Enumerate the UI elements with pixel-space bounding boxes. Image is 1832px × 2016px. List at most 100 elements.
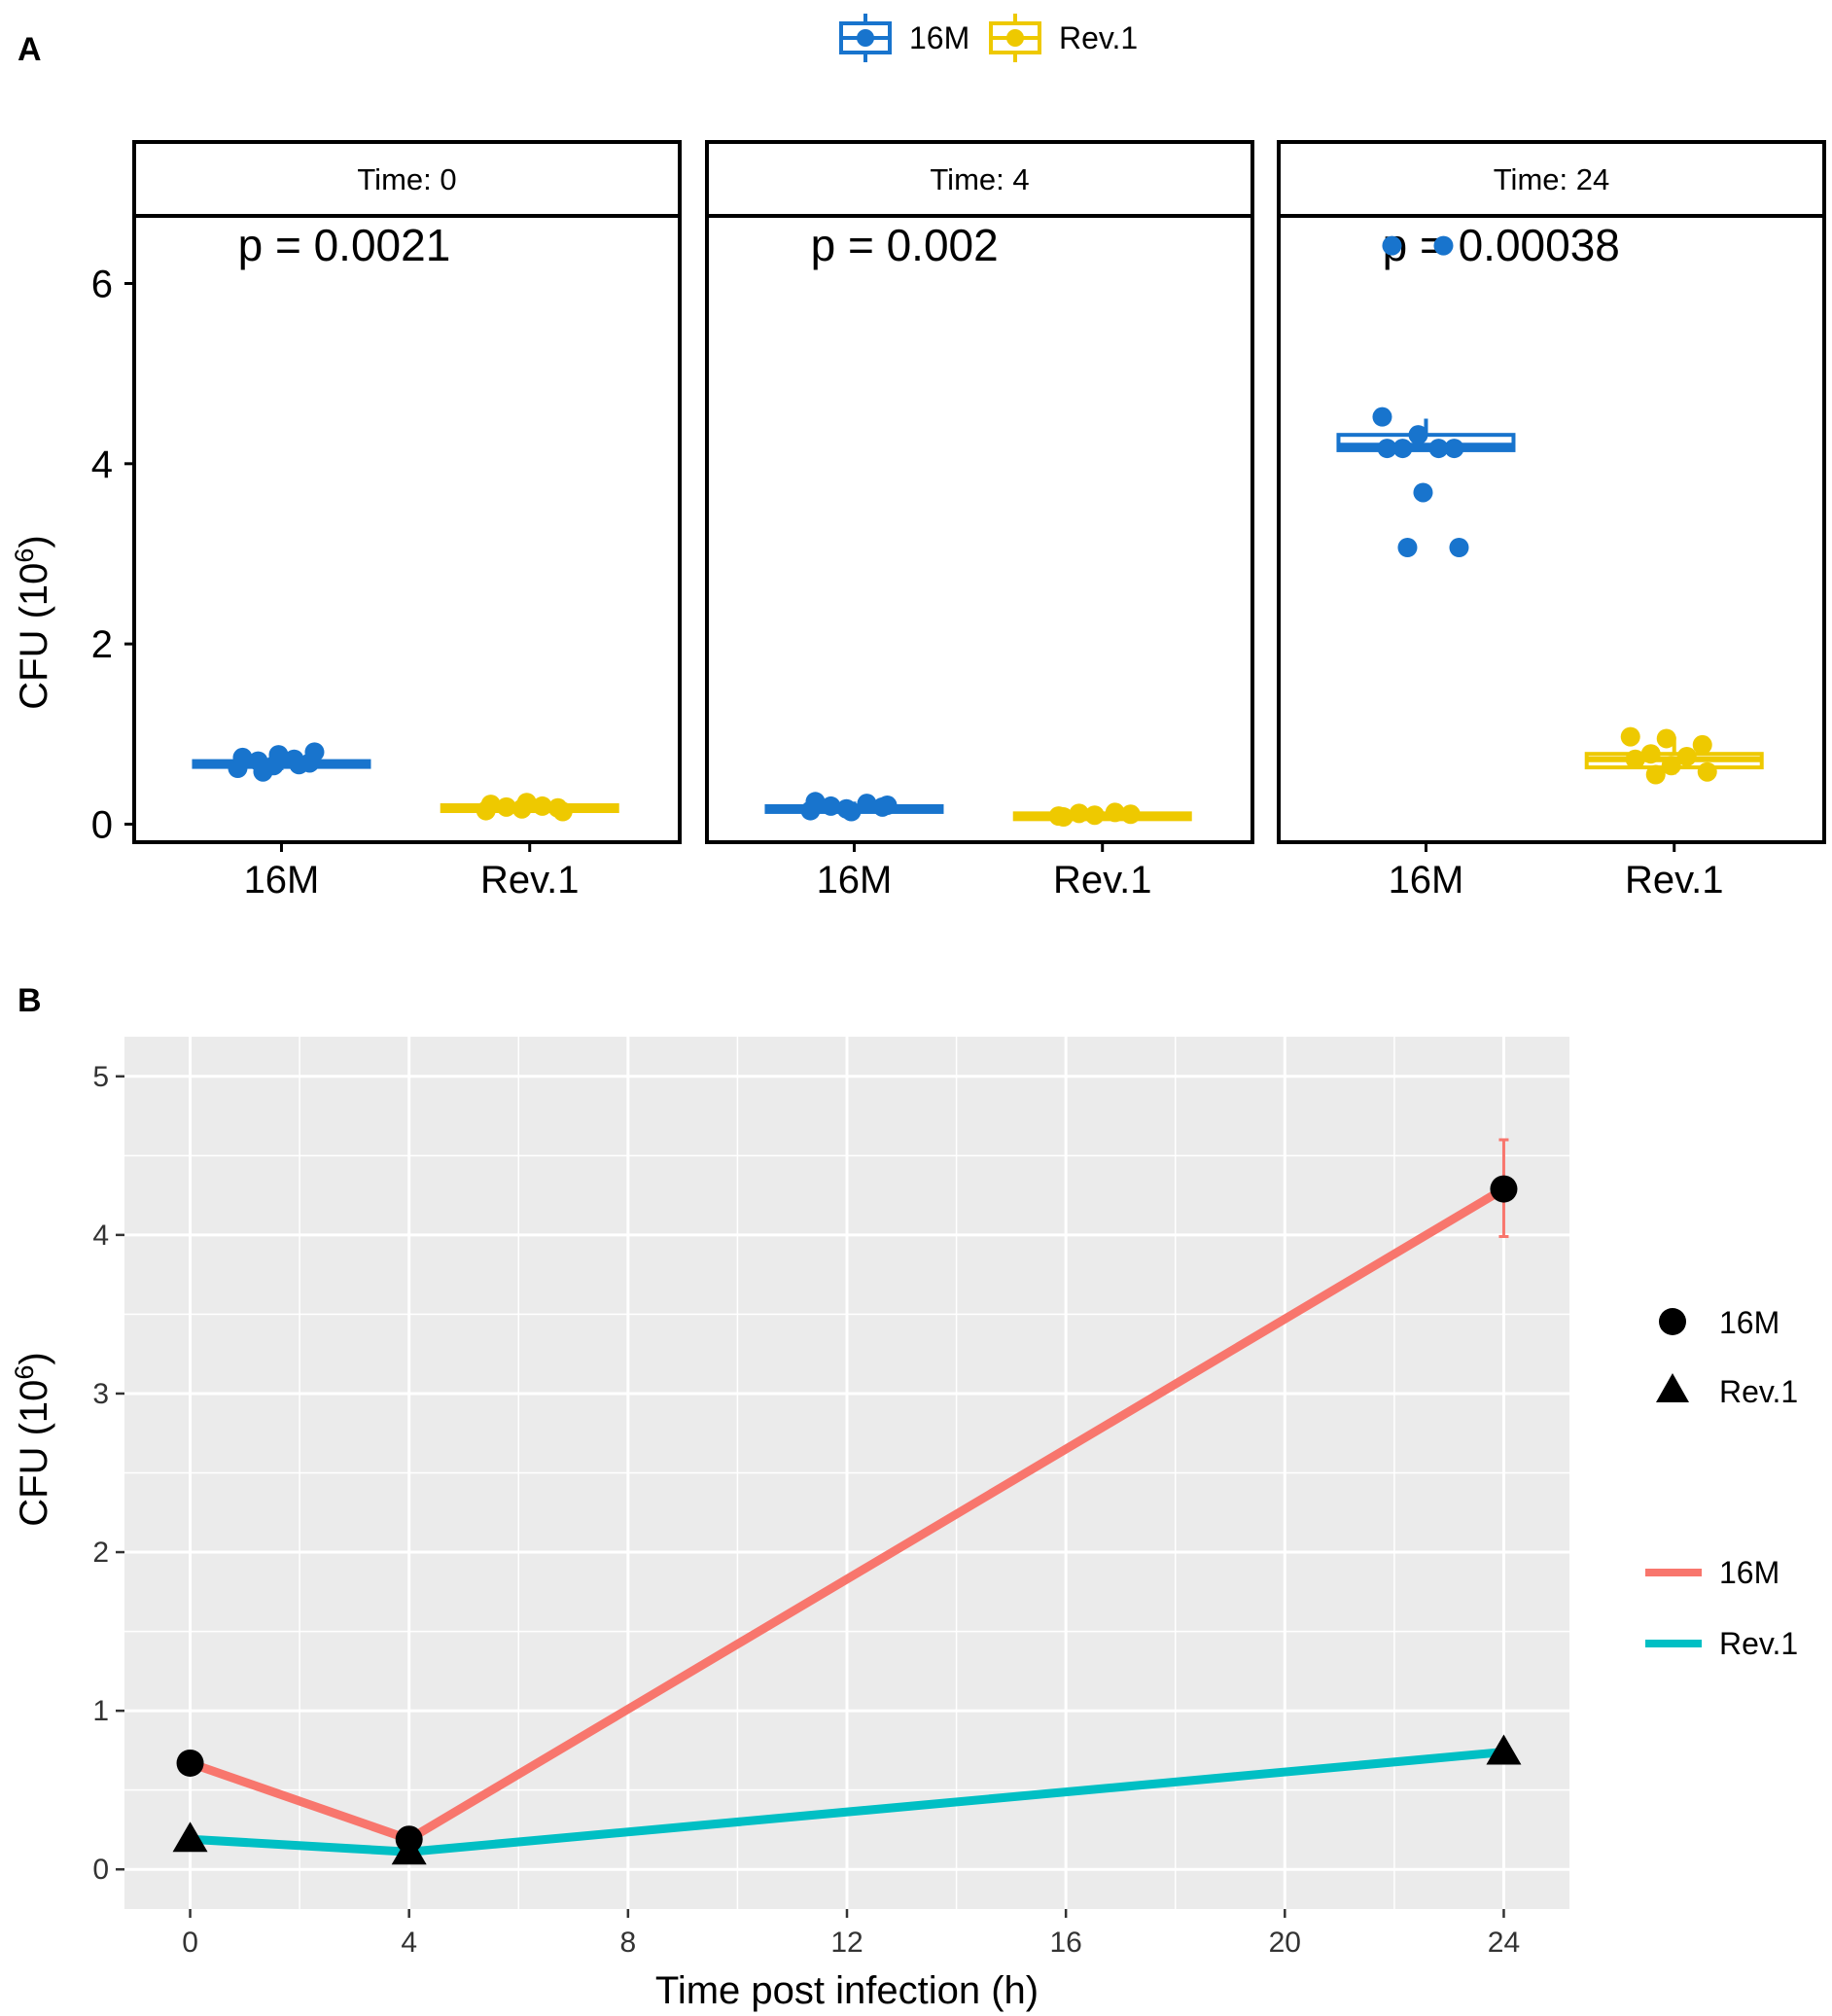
- data-point: [1382, 235, 1402, 256]
- facet-p-value: p = 0.00038: [1383, 220, 1620, 270]
- facet-x-tick-label: 16M: [1389, 859, 1464, 902]
- marker-rev1: [391, 1834, 427, 1865]
- y-tick-label: 1: [92, 1695, 109, 1727]
- data-point: [1069, 803, 1089, 824]
- facet-p-value: p = 0.0021: [238, 220, 451, 270]
- data-point: [1392, 439, 1413, 459]
- legend-b-circle-marker: [1659, 1308, 1686, 1335]
- panel-a-y-tick-label: 6: [91, 263, 113, 305]
- data-point: [841, 801, 862, 822]
- facet-x-tick-label: Rev.1: [480, 859, 580, 902]
- data-point: [289, 755, 309, 775]
- panel-a-y-title-close: ): [13, 535, 55, 548]
- panel-b-gridlines: [124, 1037, 1569, 1909]
- x-tick-label: 24: [1488, 1927, 1520, 1959]
- y-tick-label: 3: [92, 1378, 109, 1410]
- data-point: [1372, 407, 1392, 427]
- data-point: [1428, 439, 1449, 459]
- legend-b-shape-label-rev1: Rev.1: [1719, 1374, 1798, 1409]
- data-point: [1645, 764, 1666, 785]
- data-point: [1697, 761, 1717, 782]
- data-point: [516, 793, 537, 813]
- panel-b-y-title-exp: 6: [10, 1365, 39, 1380]
- data-point: [1640, 744, 1661, 764]
- data-point: [1053, 807, 1074, 828]
- box-rev1: [1012, 802, 1192, 828]
- facet-time-1: Time: 4 16M Rev.1 p = 0.002: [705, 140, 1254, 902]
- data-point: [1120, 804, 1141, 825]
- y-tick-label: 0: [92, 1854, 109, 1886]
- panel-a-label: A: [18, 31, 42, 68]
- facet-x-tick-label: 16M: [244, 859, 320, 902]
- data-point: [1656, 728, 1676, 749]
- marker-16m: [176, 1749, 204, 1777]
- legend-a-key-16m: [839, 14, 892, 62]
- legend-b-line-label-rev1: Rev.1: [1719, 1626, 1798, 1661]
- facet-strip: [1277, 140, 1826, 218]
- facet-time-0: Time: 0 16M Rev.1 p = 0.0021: [132, 140, 682, 902]
- data-point: [1661, 756, 1681, 776]
- box-16m: [764, 792, 944, 822]
- facet-strip: [132, 140, 682, 218]
- panel-b-label: B: [18, 982, 42, 1019]
- panel-b-y-title-close: ): [13, 1352, 55, 1364]
- legend-a-label-16m: 16M: [909, 20, 969, 55]
- data-point: [877, 796, 898, 816]
- legend-b-line-label-16m: 16M: [1719, 1555, 1779, 1590]
- data-point: [480, 795, 501, 815]
- data-point: [1444, 439, 1464, 459]
- facet-x-tick-label: Rev.1: [1053, 859, 1152, 902]
- data-point: [1620, 726, 1640, 747]
- panel-a-y-axis-title: CFU (106): [10, 535, 55, 710]
- legend-b: 16M Rev.1 16M Rev.1: [1645, 1305, 1798, 1661]
- data-point: [552, 801, 573, 822]
- box-rev1: [1584, 726, 1764, 785]
- marker-rev1: [1486, 1734, 1522, 1765]
- legend-a: 16M Rev.1: [839, 14, 1138, 62]
- box-16m: [1336, 235, 1516, 557]
- data-point: [857, 794, 877, 814]
- marker-16m: [1490, 1175, 1518, 1203]
- marker-rev1: [172, 1821, 208, 1853]
- y-tick-label: 4: [92, 1220, 109, 1252]
- x-tick-label: 12: [830, 1927, 863, 1959]
- x-tick-label: 8: [620, 1927, 637, 1959]
- data-point: [304, 742, 325, 762]
- panel-b-y-title-main: CFU (10: [13, 1380, 55, 1527]
- panel-a-y-tick-label: 4: [91, 443, 113, 486]
- x-tick-label: 0: [182, 1927, 198, 1959]
- data-point: [232, 747, 253, 767]
- data-point: [1397, 537, 1418, 557]
- data-point: [496, 796, 516, 817]
- data-point: [1676, 746, 1697, 766]
- data-point: [268, 745, 289, 765]
- data-point: [253, 761, 273, 782]
- facet-panel: [705, 214, 1254, 844]
- panel-a-y-tick-label: 0: [91, 803, 113, 846]
- facet-strip: [705, 140, 1254, 218]
- panel-a-facets: Time: 0 16M Rev.1 p = 0.0021 Time: 4 16M Rev.1…: [132, 140, 1826, 902]
- panel-b-y-axis-title: CFU (106): [10, 1352, 55, 1527]
- facet-x-tick-label: 16M: [817, 859, 893, 902]
- data-point: [1408, 425, 1428, 445]
- box-rev1: [440, 793, 619, 822]
- facet-panel: [132, 214, 682, 844]
- panel-a-y-title-exp: 6: [10, 548, 39, 563]
- data-point: [805, 792, 826, 812]
- y-tick-label: 5: [92, 1061, 109, 1093]
- x-tick-label: 16: [1049, 1927, 1081, 1959]
- panel-b-x-axis-title: Time post infection (h): [655, 1969, 1039, 2012]
- box-16m: [192, 742, 371, 782]
- legend-a-label-rev1: Rev.1: [1059, 20, 1138, 55]
- y-tick-label: 2: [92, 1537, 109, 1569]
- legend-a-key-rev1: [989, 14, 1041, 62]
- facet-strip-label: Time: 4: [930, 162, 1029, 196]
- facet-p-value: p = 0.002: [811, 220, 999, 270]
- data-point: [1105, 802, 1125, 823]
- facet-strip-label: Time: 24: [1494, 162, 1609, 196]
- panel-b-series: [172, 1138, 1522, 1865]
- legend-b-triangle-marker: [1656, 1373, 1689, 1402]
- facet-strip-label: Time: 0: [357, 162, 456, 196]
- data-point: [1377, 439, 1397, 459]
